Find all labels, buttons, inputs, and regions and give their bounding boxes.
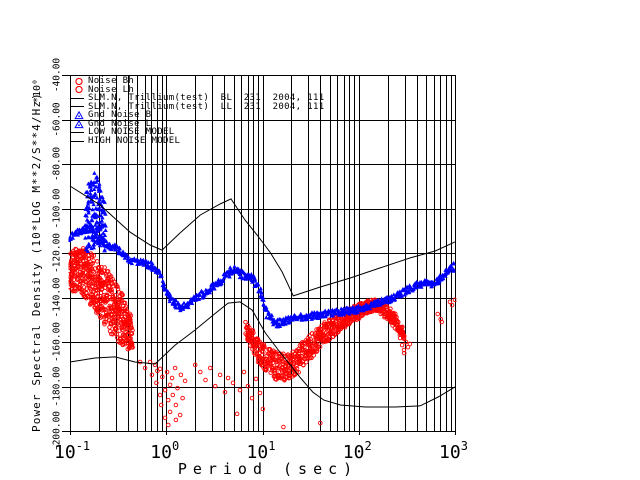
legend-row: Gnd Noise B (70, 111, 325, 120)
series-gnd-noise-l (259, 260, 456, 329)
y-axis-scale-label: *10⁰ (32, 79, 43, 103)
legend-marker-triangle-icon (70, 119, 88, 129)
legend-row: HIGH NOISE MODEL (70, 137, 325, 146)
svg-text:-40.00: -40.00 (52, 58, 63, 93)
svg-text:101: 101 (247, 439, 276, 463)
svg-text:-80.00: -80.00 (52, 147, 63, 182)
legend-label: Noise Lh (88, 84, 135, 95)
legend-marker-line-icon (70, 137, 88, 146)
svg-text:103: 103 (439, 439, 468, 463)
legend-label: Noise Bh (88, 76, 135, 86)
svg-text:-60.00: -60.00 (52, 102, 63, 137)
svg-text:10-1: 10-1 (54, 439, 90, 463)
svg-text:-200.00: -200.00 (52, 411, 63, 451)
legend-label: SLM.N, Trillium(test) LL 231 2004, 111 (88, 101, 325, 112)
svg-text:-120.00: -120.00 (52, 233, 63, 273)
legend-row: SLM.N, Trillium(test) BL 231 2004, 111 (70, 94, 325, 103)
legend: Noise Bh Noise Lh SLM.N, Trillium(test) … (70, 77, 325, 145)
legend-row: SLM.N, Trillium(test) LL 231 2004, 111 (70, 101, 325, 112)
svg-text:-180.00: -180.00 (52, 366, 63, 406)
legend-label: LOW NOISE MODEL (88, 127, 175, 138)
legend-row: LOW NOISE MODEL (70, 128, 325, 137)
legend-row: Noise Lh (70, 84, 325, 95)
legend-marker-line-icon (70, 102, 88, 111)
legend-label: SLM.N, Trillium(test) BL 231 2004, 111 (88, 93, 325, 104)
legend-marker-triangle-icon (70, 110, 88, 120)
legend-label: Gnd Noise B (88, 110, 152, 121)
series-gnd-noise-b (68, 170, 264, 313)
svg-text:-100.00: -100.00 (52, 188, 63, 228)
x-tick-labels: 10-1 100 101 102 103 (54, 439, 468, 463)
series-noise-bh (68, 246, 266, 428)
svg-text:-160.00: -160.00 (52, 322, 63, 362)
y-tick-labels: -200.00 -180.00 -160.00 -140.00 -120.00 -100.… (52, 58, 63, 451)
series-low-noise-model (69, 301, 456, 408)
legend-row: Gnd Noise L (70, 118, 325, 129)
legend-marker-line-icon (70, 128, 88, 137)
x-axis-title: Period (sec) (178, 460, 358, 478)
legend-marker-circle-icon (70, 77, 88, 86)
y-axis-title: Power Spectral Density (10*LOG M**2/S**4… (30, 92, 43, 432)
legend-marker-line-icon (70, 94, 88, 103)
series-high-noise-model (69, 185, 456, 297)
svg-text:-140.00: -140.00 (52, 277, 63, 317)
svg-text:100: 100 (150, 439, 179, 463)
svg-text:102: 102 (343, 439, 372, 463)
legend-marker-circle-icon (70, 85, 88, 94)
axis-ticks (62, 75, 456, 435)
legend-row: Noise Bh (70, 77, 325, 86)
legend-label: Gnd Noise L (88, 118, 152, 129)
legend-label: HIGH NOISE MODEL (88, 135, 181, 146)
series-noise-lh (243, 297, 457, 430)
